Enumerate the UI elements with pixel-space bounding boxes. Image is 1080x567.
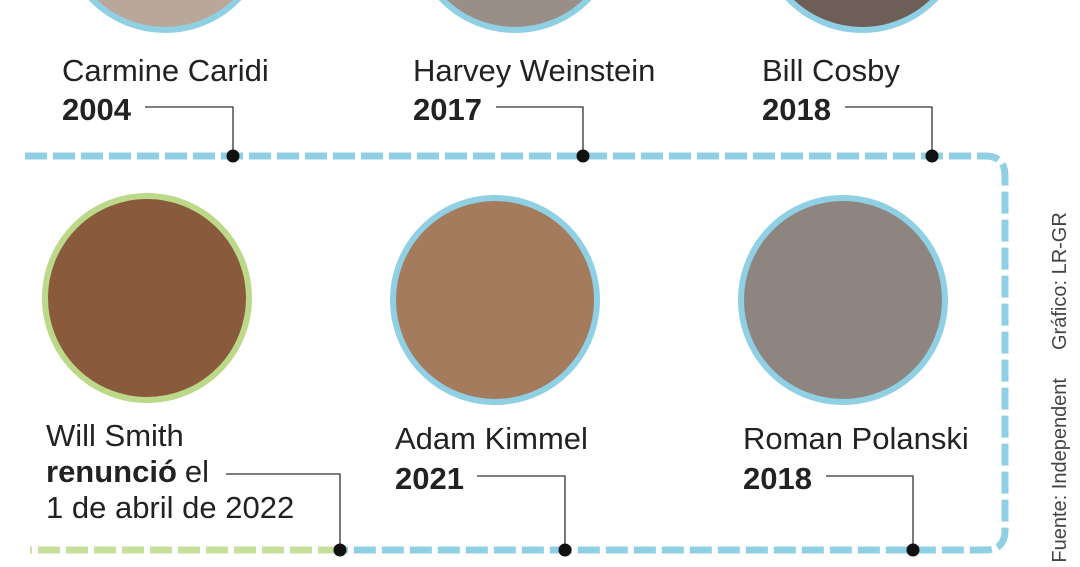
photo-bill	[785, 0, 939, 33]
connector	[477, 475, 566, 550]
year: 2017	[413, 92, 482, 127]
year: 2021	[395, 461, 464, 496]
date: 1 de abril de 2022	[46, 490, 294, 525]
status: renunció	[46, 454, 177, 489]
person-name: Bill Cosby	[762, 53, 900, 88]
person-name: Will Smith	[46, 418, 184, 453]
photo-adam	[390, 195, 600, 405]
status-suffix: el	[185, 454, 209, 489]
source-credit: Fuente: Independent	[1049, 378, 1071, 563]
person-name: Roman Polanski	[743, 421, 969, 456]
photo-carmine	[88, 0, 242, 33]
person-name: Harvey Weinstein	[413, 53, 655, 88]
timeline-dot	[333, 543, 347, 557]
year: 2018	[743, 461, 812, 496]
person-name: Carmine Caridi	[62, 53, 269, 88]
year: 2018	[762, 92, 831, 127]
photo-will	[42, 193, 252, 403]
person-name: Adam Kimmel	[395, 421, 588, 456]
timeline-dot	[226, 149, 240, 163]
connector	[845, 106, 933, 156]
graphic-credit: Gráfico: LR-GR	[1049, 212, 1071, 350]
timeline-track	[25, 152, 1009, 554]
year: 2004	[62, 92, 132, 127]
status-line: renunció el	[46, 454, 209, 489]
photo-roman	[738, 195, 948, 405]
connector	[226, 473, 341, 550]
top-photos	[88, 0, 939, 33]
timeline-dot	[558, 543, 572, 557]
connector	[826, 475, 914, 550]
timeline-dot	[925, 149, 939, 163]
connector	[496, 106, 584, 156]
timeline-dot	[906, 543, 920, 557]
timeline-dot	[576, 149, 590, 163]
photo-harvey	[438, 0, 592, 33]
connector	[145, 106, 234, 156]
